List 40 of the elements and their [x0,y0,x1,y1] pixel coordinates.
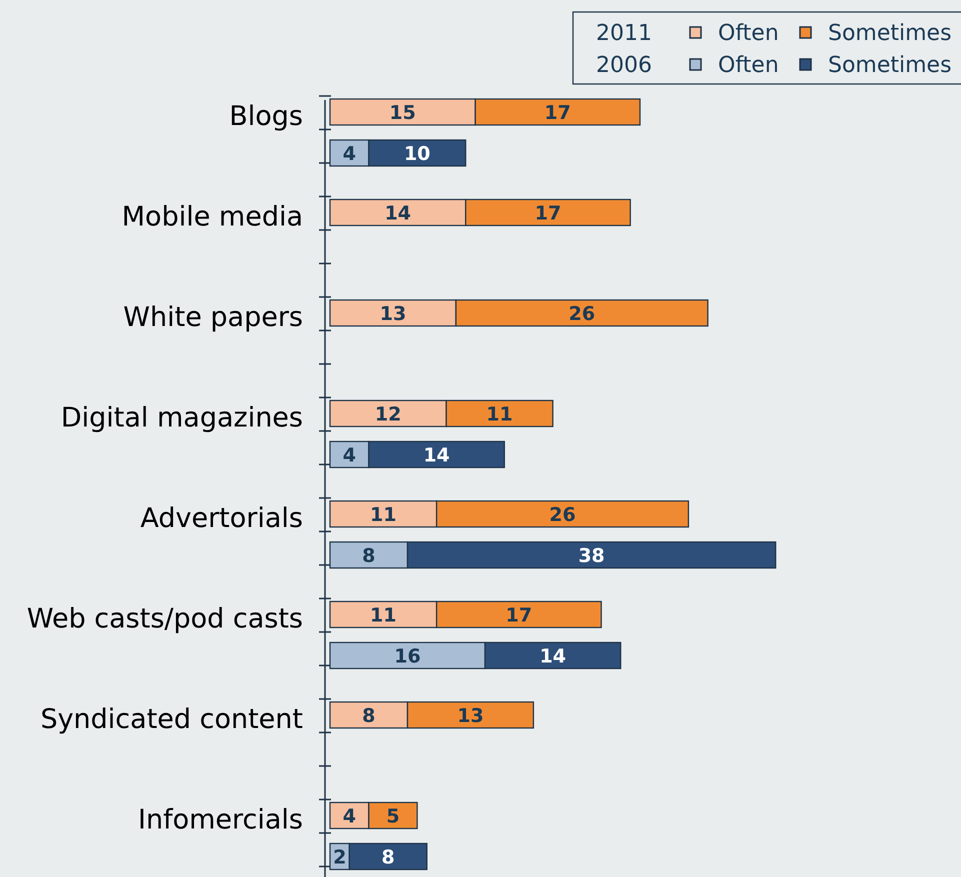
data-label: 14 [384,202,412,224]
data-label: 17 [506,604,532,626]
data-label: 8 [382,846,395,868]
legend-label: Often [718,21,779,46]
legend-label: Often [718,53,779,78]
y-tick-label: Blogs [229,101,303,132]
data-label: 26 [568,303,596,325]
data-label: 38 [578,545,605,567]
data-label: 11 [370,504,397,526]
y-tick-label: Syndicated content [40,704,303,735]
data-label: 26 [549,504,576,526]
data-label: 4 [342,444,356,466]
data-label: 4 [342,143,356,165]
data-label: 16 [394,646,421,668]
data-label: 11 [370,604,397,626]
data-label: 8 [362,545,376,567]
data-label: 11 [486,404,513,426]
y-tick-label: Digital magazines [60,402,303,434]
data-label: 10 [404,143,430,165]
data-label: 17 [534,202,562,224]
y-tick-label: Infomercials [138,804,303,836]
data-label: 12 [374,404,402,426]
legend-label: Sometimes [828,53,952,78]
data-label: 13 [457,705,484,727]
data-label: 4 [342,806,356,828]
data-label: 2 [333,846,346,868]
y-tick-label: White papers [123,302,303,333]
text: 2011 [596,21,652,46]
data-label: 15 [389,102,416,124]
data-label: 8 [362,705,376,727]
y-tick-label: Advertorials [140,503,303,534]
text: 2006 [596,53,652,78]
data-label: 13 [380,303,406,325]
y-tick-label: Web casts/pod casts [26,604,303,634]
data-label: 14 [423,444,450,466]
legend-label: Sometimes [828,21,952,46]
y-tick-label: Mobile media [122,202,303,232]
data-label: 5 [386,806,400,828]
data-label: 17 [544,102,571,124]
data-label: 14 [540,646,566,668]
